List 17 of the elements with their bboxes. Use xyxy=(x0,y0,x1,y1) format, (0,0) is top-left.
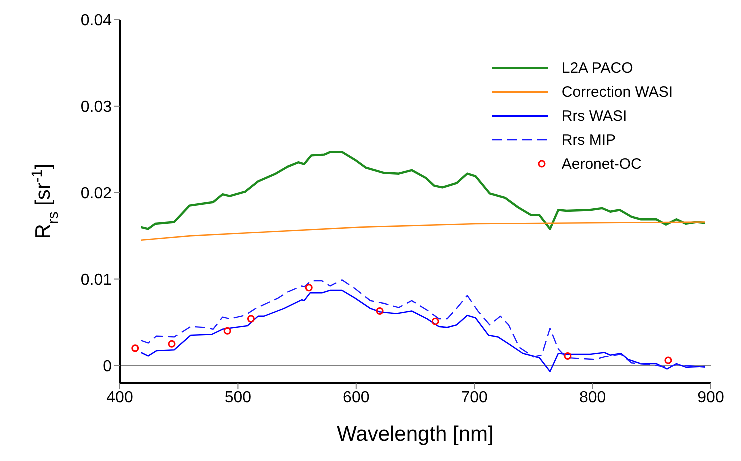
legend-label: Correction WASI xyxy=(562,84,673,100)
x-axis-title: Wavelength [nm] xyxy=(337,423,494,446)
x-tick-label: 400 xyxy=(106,389,134,406)
x-tick-label: 600 xyxy=(343,389,370,406)
y-tick-label: 0.03 xyxy=(80,99,112,116)
legend-label: Rrs WASI xyxy=(562,108,628,124)
legend-label: Aeronet-OC xyxy=(562,156,642,172)
legend-label: Rrs MIP xyxy=(562,132,616,148)
y-tick-label: 0.01 xyxy=(80,272,112,289)
x-tick-label: 500 xyxy=(224,389,252,406)
x-tick-label: 900 xyxy=(698,389,724,406)
y-tick-label: 0 xyxy=(103,358,112,376)
x-tick-label: 700 xyxy=(461,389,488,406)
x-tick-label: 800 xyxy=(579,389,606,406)
y-tick-label: 0.02 xyxy=(80,186,112,203)
legend-label: L2A PACO xyxy=(562,60,634,76)
y-tick-label: 0.04 xyxy=(80,12,112,30)
